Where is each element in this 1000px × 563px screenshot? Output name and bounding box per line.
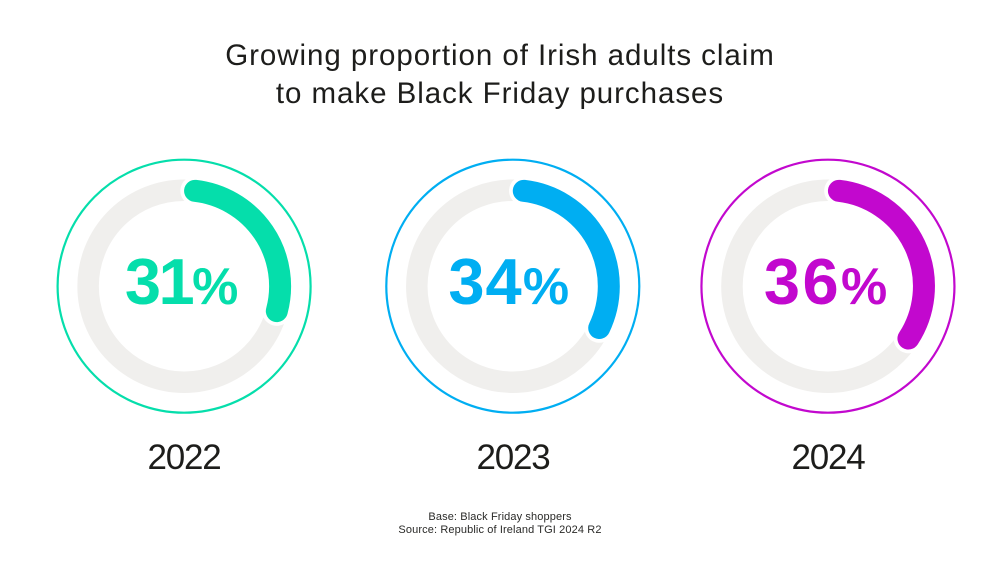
svg-text:34%: 34% bbox=[448, 245, 569, 318]
svg-text:31%: 31% bbox=[125, 245, 239, 318]
svg-text:36%: 36% bbox=[764, 245, 887, 318]
